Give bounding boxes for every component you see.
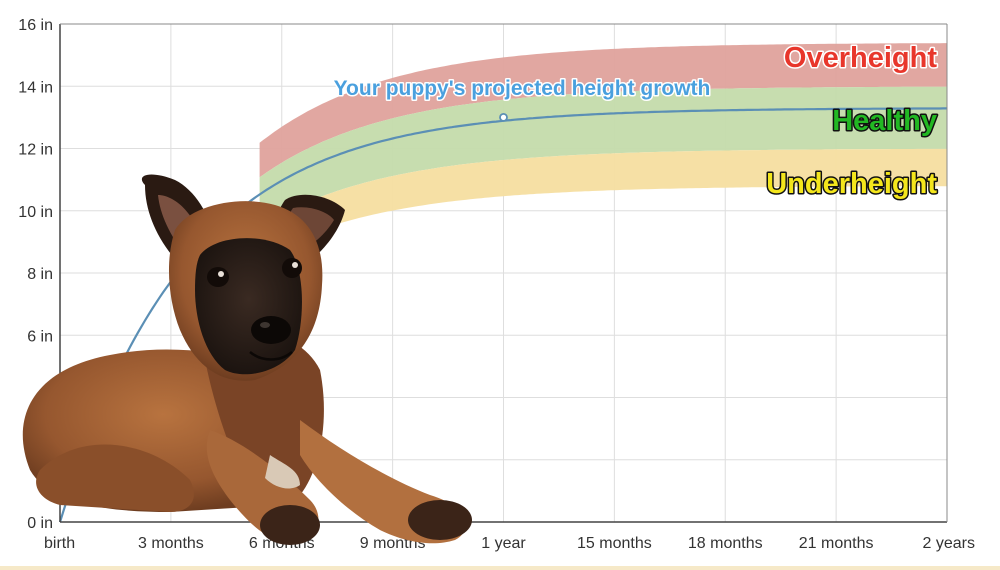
- bottom-strip: [0, 566, 1000, 570]
- x-tick-label: 1 year: [481, 535, 526, 552]
- band-healthy: [259, 86, 948, 227]
- puppy-right-eye: [282, 258, 302, 278]
- puppy-left-paw: [260, 505, 320, 545]
- band-overheight: [259, 43, 948, 178]
- y-tick-label: 10 in: [18, 204, 53, 221]
- puppy-left-eye: [207, 267, 229, 287]
- x-tick-label: birth: [44, 535, 75, 552]
- y-tick-label: 6 in: [27, 328, 53, 345]
- band-label-overheight: Overheight: [784, 42, 937, 74]
- band-label-underheight: Underheight: [766, 168, 937, 200]
- x-tick-label: 21 months: [799, 535, 874, 552]
- puppy-mask: [195, 238, 302, 375]
- puppy-nose: [251, 316, 291, 344]
- y-tick-label: 8 in: [27, 266, 53, 283]
- projection-marker: [499, 112, 508, 122]
- y-tick-label: 14 in: [18, 79, 53, 96]
- band-label-healthy: Healthy: [832, 105, 937, 137]
- y-tick-label: 12 in: [18, 142, 53, 159]
- puppy-hind: [36, 444, 194, 512]
- y-tick-label: 0 in: [27, 515, 53, 532]
- x-tick-label: 18 months: [688, 535, 763, 552]
- x-tick-label: 2 years: [923, 535, 975, 552]
- y-tick-label: 16 in: [18, 17, 53, 34]
- x-tick-label: 15 months: [577, 535, 652, 552]
- projection-label: Your puppy's projected height growth: [334, 77, 711, 100]
- puppy-chest-patch: [265, 455, 300, 489]
- puppy-mouth: [249, 351, 293, 361]
- x-tick-label: 3 months: [138, 535, 204, 552]
- puppy-right-paw: [408, 500, 472, 540]
- band-underheight: [259, 148, 948, 257]
